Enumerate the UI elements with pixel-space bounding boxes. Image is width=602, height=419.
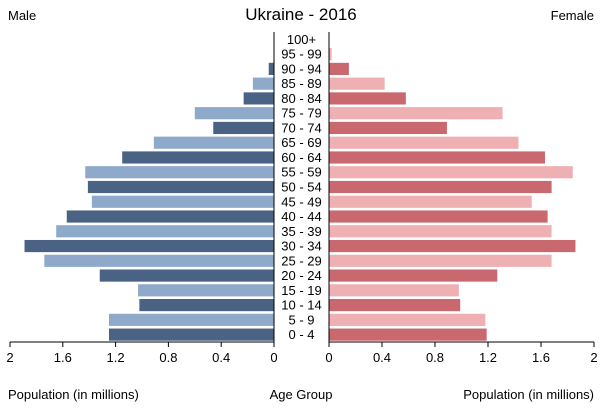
male-x-tick-label: 0.8 [159,350,177,365]
age-group-label: 90 - 94 [281,61,321,76]
age-group-label: 15 - 19 [281,283,321,298]
male-bar-10-14 [139,299,274,312]
male-bar-60-64 [122,151,274,164]
female-bar-80-84 [329,92,406,105]
female-bar-15-19 [329,284,459,297]
female-x-tick-label: 2 [590,350,597,365]
male-x-tick-label: 1.6 [54,350,72,365]
female-bar-90-94 [329,62,349,75]
age-group-label: 5 - 9 [288,312,314,327]
male-bar-30-34 [24,239,274,253]
female-x-tick-label: 1.2 [479,350,497,365]
female-bar-45-49 [329,195,532,208]
female-bar-95-99 [329,48,332,61]
female-bar-70-74 [329,121,447,135]
female-bar-25-29 [329,254,552,267]
female-bar-75-79 [329,107,503,120]
age-group-label: 65 - 69 [281,135,321,150]
male-bar-75-79 [194,107,274,120]
male-bar-35-39 [56,225,275,238]
female-bar-85-89 [329,77,385,90]
male-bar-70-74 [213,121,274,135]
age-group-label: 100+ [287,32,316,47]
female-bar-55-59 [329,166,573,179]
male-bar-65-69 [153,136,274,149]
female-bars [329,48,576,341]
age-group-label: 50 - 54 [281,180,321,195]
male-bar-5-9 [109,313,274,326]
female-bar-50-54 [329,180,552,194]
male-bar-90-94 [268,62,274,75]
male-bar-0-4 [109,328,274,341]
age-group-label: 60 - 64 [281,150,321,165]
female-x-tick-label: 0.8 [426,350,444,365]
male-bar-80-84 [243,92,274,105]
chart-title: Ukraine - 2016 [245,5,357,24]
age-group-label: 85 - 89 [281,76,321,91]
male-bar-25-29 [44,254,274,267]
age-group-label: 10 - 14 [281,298,321,313]
age-group-label: 40 - 44 [281,209,321,224]
age-group-label: 20 - 24 [281,268,321,283]
male-x-tick-label: 2 [6,350,13,365]
age-group-axis-label: Age Group [270,387,333,402]
axes: 0 0 0.4 0.4 0.8 0.8 1.2 1.2 1.6 1.6 2 2 [6,32,598,365]
male-x-tick-label: 0.4 [212,350,230,365]
female-bar-65-69 [329,136,519,149]
age-group-label: 80 - 84 [281,91,321,106]
male-x-tick-label: 1.2 [107,350,125,365]
male-bars [24,62,275,341]
male-bar-45-49 [91,195,274,208]
right-x-axis-label: Population (in millions) [463,387,594,402]
female-bar-5-9 [329,313,486,326]
age-group-label: 0 - 4 [288,327,314,342]
male-bar-85-89 [252,77,274,90]
male-bar-50-54 [87,180,274,194]
male-bar-15-19 [138,284,274,297]
left-x-axis-label: Population (in millions) [8,387,139,402]
age-group-label: 70 - 74 [281,120,321,135]
female-bar-60-64 [329,151,545,164]
female-bar-40-44 [329,210,548,223]
female-x-tick-label: 0.4 [373,350,391,365]
male-bar-20-24 [99,269,274,282]
age-group-label: 95 - 99 [281,47,321,62]
age-group-label: 25 - 29 [281,253,321,268]
female-bar-35-39 [329,225,552,238]
female-bar-10-14 [329,299,461,312]
age-group-label: 45 - 49 [281,194,321,209]
female-bar-30-34 [329,239,576,253]
female-x-tick-label: 1.6 [532,350,550,365]
age-group-label: 75 - 79 [281,106,321,121]
female-bar-0-4 [329,328,487,341]
male-header: Male [8,8,36,23]
male-x-tick-label: 0 [270,350,277,365]
age-group-label: 30 - 34 [281,239,321,254]
age-group-label: 55 - 59 [281,165,321,180]
male-bar-40-44 [66,210,274,223]
female-header: Female [551,8,594,23]
male-bar-55-59 [85,166,275,179]
female-bar-20-24 [329,269,498,282]
female-x-tick-label: 0 [325,350,332,365]
age-group-label: 35 - 39 [281,224,321,239]
